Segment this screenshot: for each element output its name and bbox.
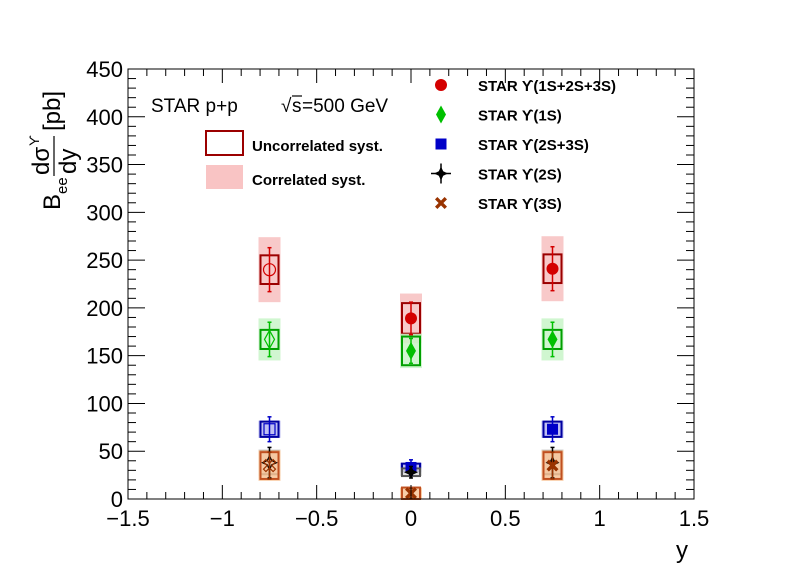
data-point-s1-p1 xyxy=(406,341,416,360)
y-tick-label-5: 250 xyxy=(86,248,123,273)
uncorrelated-syst-label: Uncorrelated syst. xyxy=(252,138,383,155)
legend-label-2: STAR ϒ(2S+3S) xyxy=(478,137,589,154)
annotation-s: s xyxy=(292,96,302,117)
y-tick-label-3: 150 xyxy=(86,344,123,369)
x-tick-label-5: 1 xyxy=(594,506,606,531)
y-tick-label-2: 100 xyxy=(86,391,123,416)
data-point-s0-p1 xyxy=(405,312,417,325)
y-axis-title-dy: dy xyxy=(55,149,82,174)
data-point-s0-p0 xyxy=(262,263,277,277)
data-point-s4-p2 xyxy=(546,459,559,472)
axis-ticks-layer xyxy=(127,68,695,500)
correlated-syst-swatch xyxy=(206,165,243,189)
uncorrelated-syst-box-s1-p1 xyxy=(401,335,421,367)
x-tick-label-6: 1.5 xyxy=(679,506,710,531)
legend-label-3: STAR ϒ(2S) xyxy=(478,167,562,184)
legend-marker-4 xyxy=(435,197,447,209)
data-point-s2-p2 xyxy=(547,423,558,435)
data-point-s1-p0 xyxy=(263,329,276,350)
legend-label-4: STAR ϒ(3S) xyxy=(478,196,562,213)
y-tick-label-9: 450 xyxy=(86,57,123,82)
data-points-layer xyxy=(261,245,560,500)
y-axis-title-dsigma: dσ xyxy=(28,147,55,175)
correlated-syst-label: Correlated syst. xyxy=(252,172,365,189)
series-legend: STAR ϒ(1S+2S+3S) STAR ϒ(1S) STAR ϒ(2S+3S) S… xyxy=(431,78,616,213)
legend-marker-1 xyxy=(436,105,446,124)
experiment-annotation: STAR p+p √ s =500 GeV xyxy=(151,95,388,117)
tick-labels-layer: −1.5 −1 −0.5 0 0.5 1 1.5 0 50 100 150 200 250 300 350 4… xyxy=(86,57,709,531)
y-axis-title: B ee dσ ϒ dy [pb] xyxy=(26,91,82,210)
data-point-s4-p0 xyxy=(262,458,277,473)
data-point-s2-p0 xyxy=(263,423,276,436)
y-axis-title-b: B xyxy=(39,194,66,210)
uncorrelated-syst-swatch xyxy=(205,130,244,156)
y-tick-label-7: 350 xyxy=(86,153,123,178)
x-axis-title: y xyxy=(676,537,688,564)
x-tick-label-4: 0.5 xyxy=(490,506,521,531)
legend-label-1: STAR ϒ(1S) xyxy=(478,108,562,125)
y-tick-label-8: 400 xyxy=(86,105,123,130)
annotation-prefix: STAR p+p xyxy=(151,96,238,117)
y-tick-label-0: 0 xyxy=(111,487,123,512)
legend-marker-2 xyxy=(435,138,447,150)
systematics-legend: Uncorrelated syst. Correlated syst. xyxy=(205,130,383,189)
y-axis-title-unit: [pb] xyxy=(39,91,66,131)
y-tick-label-6: 300 xyxy=(86,200,123,225)
x-tick-label-3: 0 xyxy=(405,506,417,531)
x-tick-label-1: −1 xyxy=(210,506,235,531)
legend-label-0: STAR ϒ(1S+2S+3S) xyxy=(478,78,616,95)
annotation-sqrt: √ xyxy=(281,96,292,117)
data-point-s3-p1 xyxy=(404,465,418,480)
y-tick-label-1: 50 xyxy=(99,439,123,464)
legend-marker-0 xyxy=(435,79,447,91)
x-tick-label-0: −1.5 xyxy=(106,506,149,531)
data-point-s1-p2 xyxy=(547,330,558,349)
y-axis-title-ee: ee xyxy=(54,177,71,194)
annotation-suffix: =500 GeV xyxy=(302,96,388,117)
y-axis-title-upsilon: ϒ xyxy=(26,135,42,146)
data-point-s0-p2 xyxy=(546,262,559,275)
x-tick-label-2: −0.5 xyxy=(295,506,338,531)
y-tick-label-4: 200 xyxy=(86,296,123,321)
legend-marker-3 xyxy=(434,166,448,181)
